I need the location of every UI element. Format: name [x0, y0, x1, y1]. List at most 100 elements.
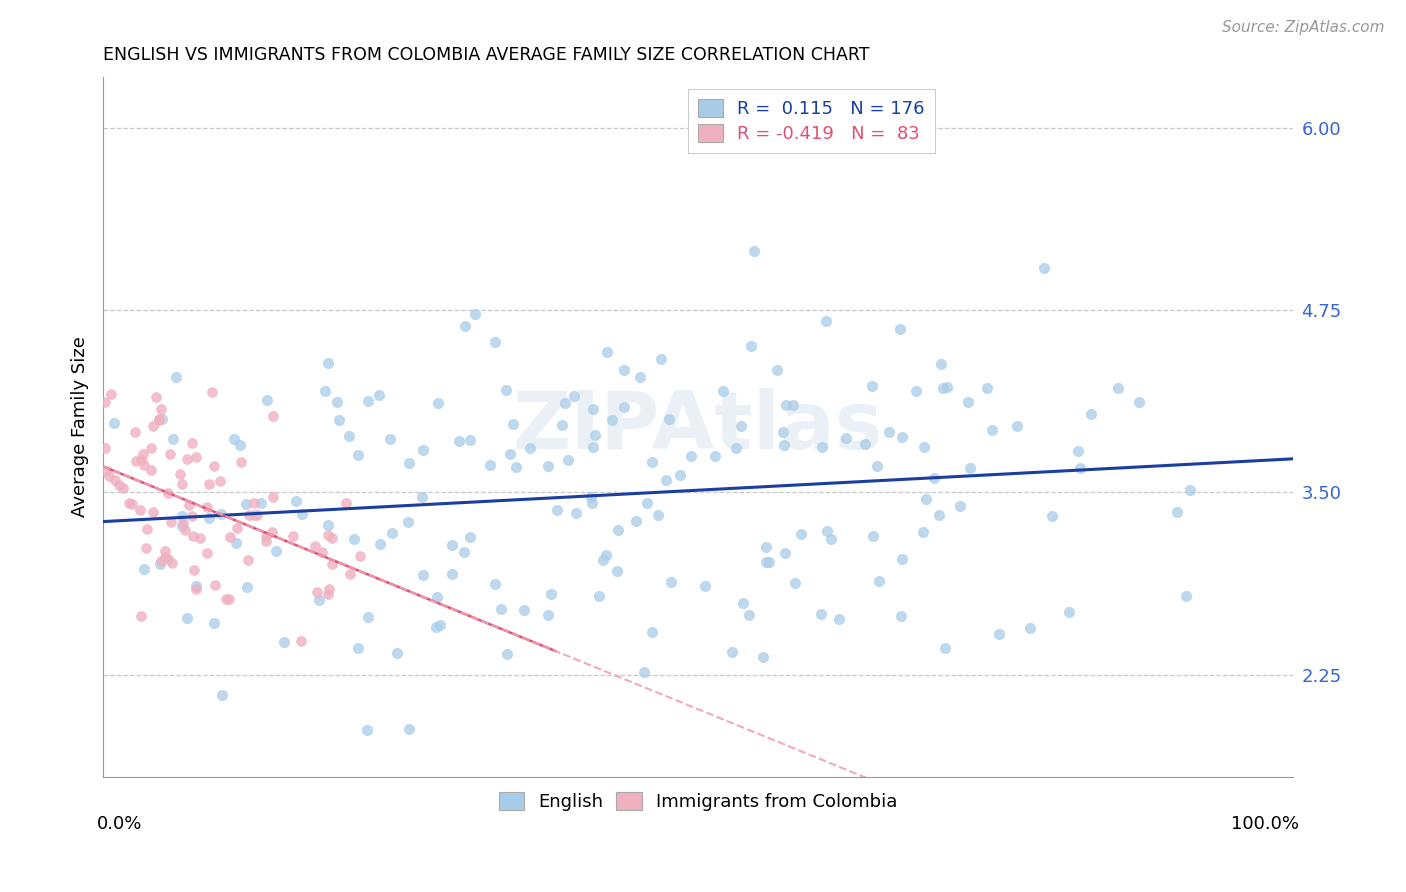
Point — [737, 607, 759, 622]
Point — [540, 586, 562, 600]
Point — [347, 448, 370, 462]
Point — [537, 459, 560, 474]
Point — [129, 609, 152, 624]
Point — [129, 453, 152, 467]
Point — [100, 386, 122, 401]
Point — [890, 609, 912, 624]
Point — [600, 413, 623, 427]
Point — [132, 458, 155, 472]
Point — [1128, 395, 1150, 409]
Point — [396, 515, 419, 529]
Point — [159, 447, 181, 461]
Point — [425, 620, 447, 634]
Point — [1032, 261, 1054, 276]
Point — [658, 412, 681, 426]
Point — [828, 612, 851, 626]
Point — [179, 499, 201, 513]
Point — [987, 627, 1010, 641]
Point — [932, 381, 955, 395]
Point — [229, 438, 252, 452]
Point — [229, 455, 252, 469]
Point — [935, 380, 957, 394]
Point — [153, 549, 176, 564]
Point — [162, 556, 184, 570]
Text: 100.0%: 100.0% — [1232, 815, 1299, 833]
Point — [775, 546, 797, 560]
Point — [905, 384, 928, 399]
Point — [427, 395, 450, 409]
Point — [1018, 621, 1040, 635]
Point — [551, 418, 574, 433]
Point — [980, 423, 1002, 437]
Point — [588, 589, 610, 603]
Point — [659, 574, 682, 589]
Point — [316, 356, 339, 370]
Point — [426, 590, 449, 604]
Point — [1067, 444, 1090, 458]
Point — [97, 469, 120, 483]
Point — [866, 458, 889, 473]
Point — [316, 528, 339, 542]
Point — [633, 665, 655, 679]
Point — [835, 431, 858, 445]
Point — [170, 509, 193, 524]
Point — [148, 412, 170, 426]
Point — [766, 363, 789, 377]
Point — [914, 440, 936, 454]
Point — [711, 384, 734, 398]
Point — [356, 723, 378, 737]
Point — [111, 481, 134, 495]
Point — [868, 574, 890, 588]
Point — [581, 496, 603, 510]
Point — [934, 641, 956, 656]
Point — [557, 453, 579, 467]
Point — [733, 596, 755, 610]
Point — [198, 510, 221, 524]
Point — [149, 557, 172, 571]
Point — [562, 389, 585, 403]
Point — [304, 539, 326, 553]
Point — [479, 458, 502, 472]
Point — [262, 409, 284, 423]
Point — [339, 567, 361, 582]
Point — [1080, 408, 1102, 422]
Point — [564, 506, 586, 520]
Point — [380, 432, 402, 446]
Point — [141, 463, 163, 477]
Point — [820, 532, 842, 546]
Point — [775, 398, 797, 412]
Point — [495, 647, 517, 661]
Point — [346, 641, 368, 656]
Point — [1175, 589, 1198, 603]
Point — [398, 456, 420, 470]
Point — [655, 474, 678, 488]
Point — [314, 384, 336, 398]
Text: Source: ZipAtlas.com: Source: ZipAtlas.com — [1222, 20, 1385, 35]
Point — [328, 412, 350, 426]
Point — [650, 351, 672, 366]
Point — [742, 244, 765, 258]
Point — [195, 546, 218, 560]
Point — [173, 523, 195, 537]
Point — [458, 530, 481, 544]
Point — [184, 450, 207, 465]
Point — [202, 616, 225, 631]
Point — [613, 400, 636, 414]
Point — [398, 722, 420, 736]
Point — [624, 514, 647, 528]
Point — [380, 526, 402, 541]
Point — [815, 524, 838, 539]
Point — [94, 394, 117, 409]
Point — [464, 307, 486, 321]
Point — [335, 496, 357, 510]
Point — [254, 529, 277, 543]
Point — [121, 497, 143, 511]
Point — [202, 459, 225, 474]
Point — [1040, 508, 1063, 523]
Point — [877, 425, 900, 439]
Point — [1166, 505, 1188, 519]
Point — [94, 464, 117, 478]
Point — [1178, 483, 1201, 498]
Point — [613, 363, 636, 377]
Point — [357, 394, 380, 409]
